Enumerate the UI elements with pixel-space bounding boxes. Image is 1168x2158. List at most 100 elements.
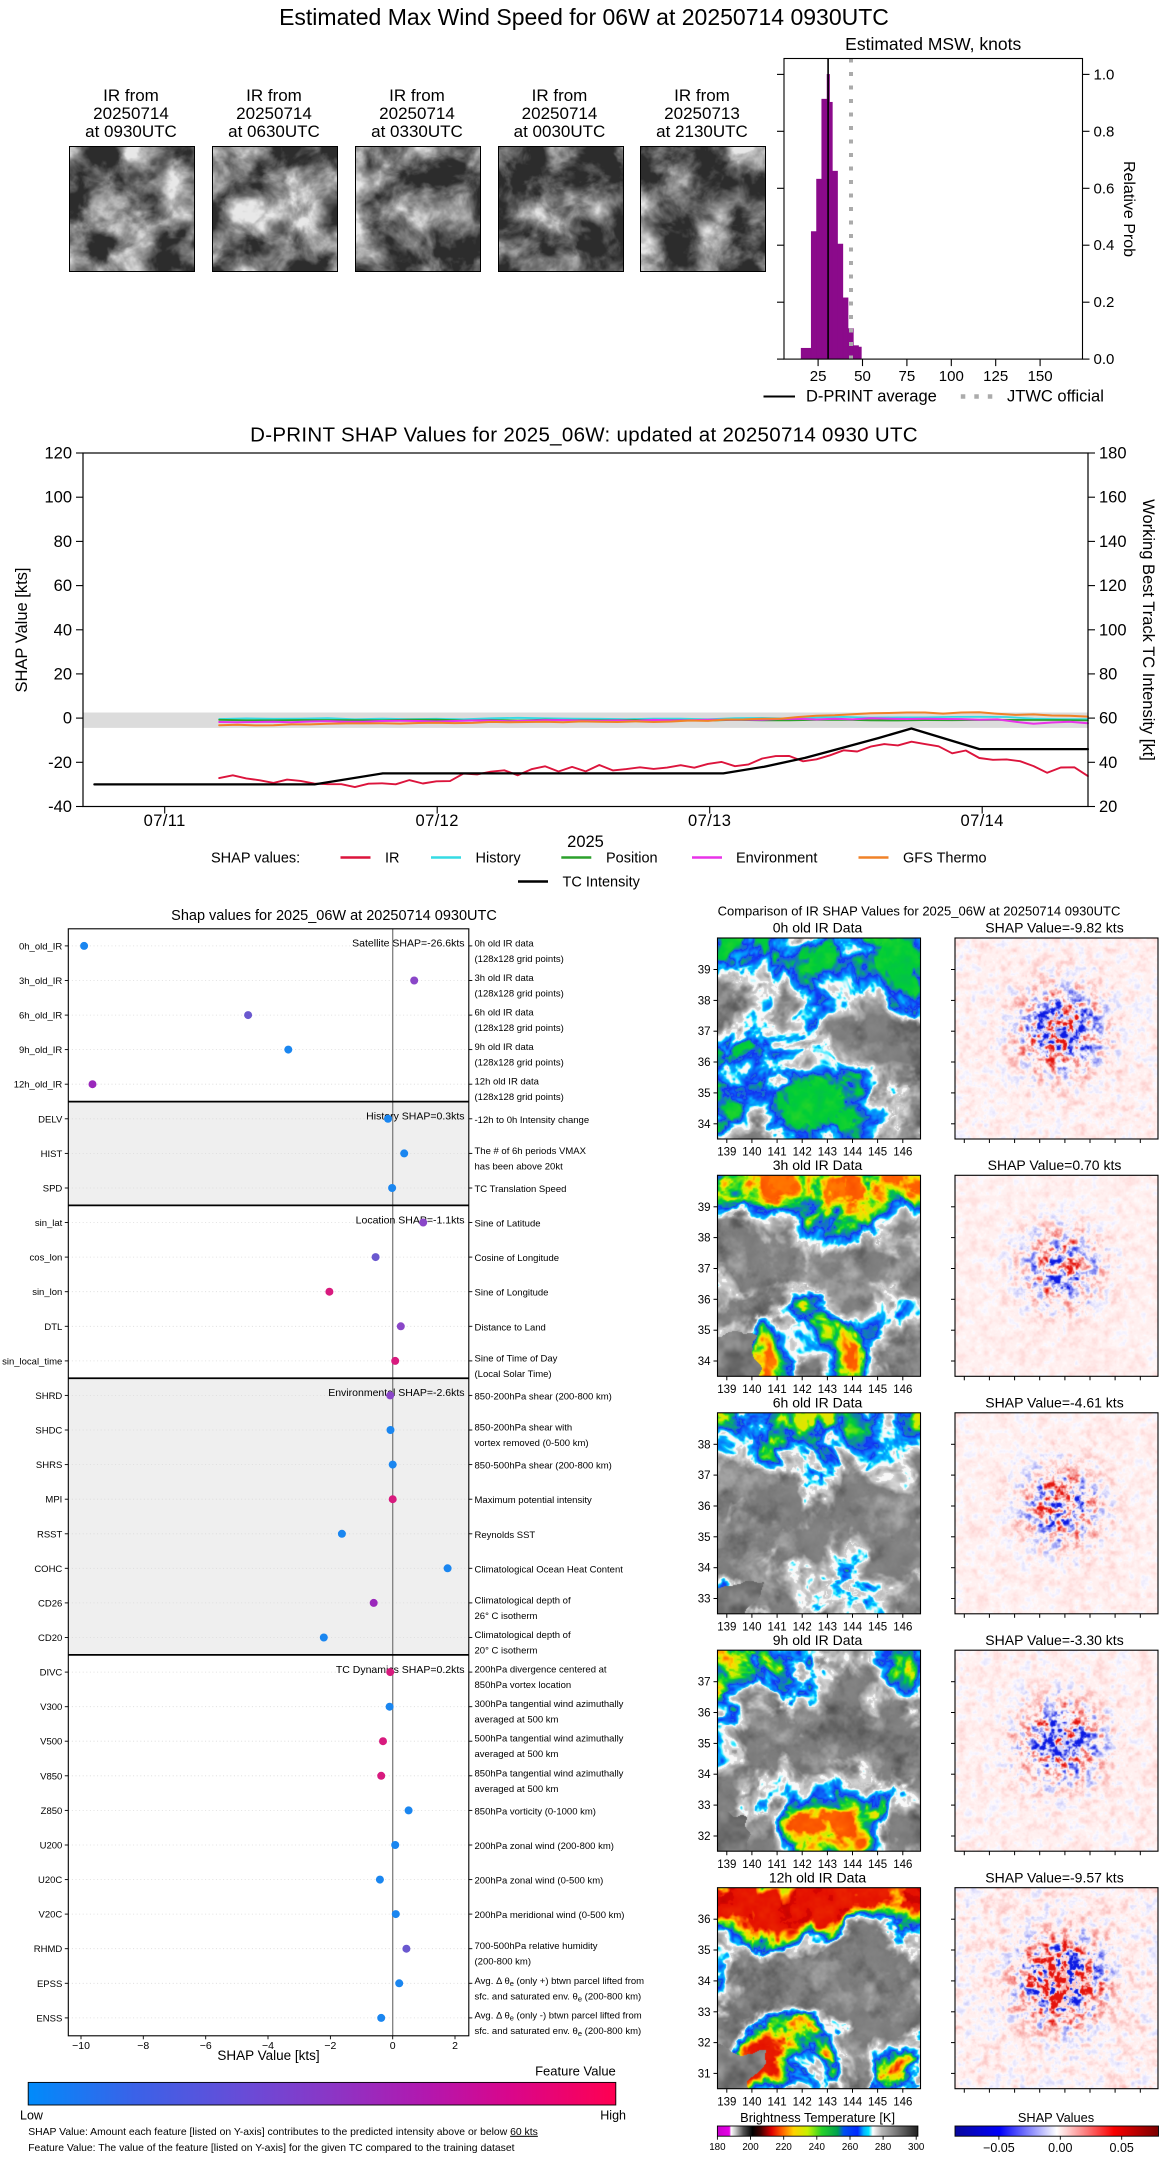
svg-text:33: 33 xyxy=(698,2007,711,2019)
svg-text:300hPa tangential wind azimuth: 300hPa tangential wind azimuthally xyxy=(475,1699,624,1710)
svg-text:2: 2 xyxy=(452,2040,458,2052)
svg-text:20: 20 xyxy=(54,665,72,683)
svg-text:Sine of Latitude: Sine of Latitude xyxy=(475,1219,541,1230)
svg-text:SHRS: SHRS xyxy=(36,1460,62,1471)
svg-text:240: 240 xyxy=(809,2142,826,2153)
svg-text:6h_old_IR: 6h_old_IR xyxy=(19,1011,62,1022)
svg-text:142: 142 xyxy=(793,2096,812,2108)
svg-text:143: 143 xyxy=(818,1147,837,1159)
svg-text:120: 120 xyxy=(1099,577,1127,595)
svg-text:145: 145 xyxy=(868,1384,887,1396)
svg-text:850hPa tangential wind azimuth: 850hPa tangential wind azimuthally xyxy=(475,1768,624,1779)
svg-text:37: 37 xyxy=(698,1264,711,1276)
svg-text:34: 34 xyxy=(698,1356,711,1368)
svg-text:144: 144 xyxy=(843,1147,863,1159)
svg-text:COHC: COHC xyxy=(34,1564,62,1575)
svg-text:36: 36 xyxy=(698,1708,711,1720)
svg-text:0h_old_IR: 0h_old_IR xyxy=(19,941,62,952)
svg-text:Estimated MSW, knots: Estimated MSW, knots xyxy=(845,34,1021,54)
svg-text:(Local Solar Time): (Local Solar Time) xyxy=(475,1369,552,1380)
svg-text:0: 0 xyxy=(390,2040,396,2052)
svg-text:144: 144 xyxy=(843,1621,863,1633)
svg-text:TC Dynamics SHAP=0.2kts: TC Dynamics SHAP=0.2kts xyxy=(336,1664,465,1676)
svg-text:12h old IR Data: 12h old IR Data xyxy=(769,1869,866,1885)
svg-text:DTL: DTL xyxy=(44,1322,62,1333)
svg-text:31: 31 xyxy=(698,2068,711,2080)
svg-text:75: 75 xyxy=(899,368,916,385)
svg-text:(200-800 km): (200-800 km) xyxy=(475,1957,532,1968)
svg-text:D-PRINT SHAP Values for 2025_0: D-PRINT SHAP Values for 2025_06W: update… xyxy=(250,424,918,447)
svg-text:Feature Value: The value of th: Feature Value: The value of the feature … xyxy=(28,2143,514,2154)
svg-text:Relative Prob: Relative Prob xyxy=(1120,161,1137,257)
svg-text:200hPa zonal wind (200-800 km): 200hPa zonal wind (200-800 km) xyxy=(475,1841,614,1852)
svg-text:SHAP Value=-9.82 kts: SHAP Value=-9.82 kts xyxy=(985,920,1123,936)
svg-text:260: 260 xyxy=(842,2142,859,2153)
svg-text:MPI: MPI xyxy=(45,1495,62,1506)
svg-text:36: 36 xyxy=(698,1914,711,1926)
svg-text:0h old IR data: 0h old IR data xyxy=(475,938,535,949)
svg-text:146: 146 xyxy=(893,1147,912,1159)
svg-text:38: 38 xyxy=(698,1233,711,1245)
svg-text:sfc. and saturated env. θe (20: sfc. and saturated env. θe (200-800 km) xyxy=(475,1991,642,2003)
svg-text:40: 40 xyxy=(54,621,72,639)
svg-text:141: 141 xyxy=(768,2096,787,2108)
svg-text:sfc. and saturated env. θe (20: sfc. and saturated env. θe (200-800 km) xyxy=(475,2026,642,2038)
svg-text:sin_lat: sin_lat xyxy=(35,1218,63,1229)
svg-text:26° C isotherm: 26° C isotherm xyxy=(475,1611,538,1622)
svg-text:39: 39 xyxy=(698,965,711,977)
svg-text:143: 143 xyxy=(818,2096,837,2108)
svg-text:100: 100 xyxy=(1099,621,1127,639)
svg-text:200: 200 xyxy=(742,2142,759,2153)
svg-text:140: 140 xyxy=(742,1384,761,1396)
svg-text:3h old IR data: 3h old IR data xyxy=(475,973,535,984)
svg-text:Sine of Time of Day: Sine of Time of Day xyxy=(475,1353,558,1364)
svg-text:100: 100 xyxy=(939,368,964,385)
svg-text:(128x128 grid points): (128x128 grid points) xyxy=(475,1023,564,1034)
svg-text:Avg. Δ θe (only +) btwn parcel: Avg. Δ θe (only +) btwn parcel lifted fr… xyxy=(475,1976,645,1988)
svg-text:Shap values for 2025_06W at 20: Shap values for 2025_06W at 20250714 093… xyxy=(171,908,497,924)
svg-text:37: 37 xyxy=(698,1470,711,1482)
svg-text:9h_old_IR: 9h_old_IR xyxy=(19,1045,62,1056)
svg-text:GFS Thermo: GFS Thermo xyxy=(903,851,987,867)
svg-text:Avg. Δ θe (only -) btwn parcel: Avg. Δ θe (only -) btwn parcel lifted fr… xyxy=(475,2010,642,2022)
svg-text:SHAP Value=-3.30 kts: SHAP Value=-3.30 kts xyxy=(985,1632,1123,1648)
svg-text:−4: −4 xyxy=(262,2040,274,2052)
svg-text:Comparison of IR SHAP Values f: Comparison of IR SHAP Values for 2025_06… xyxy=(718,904,1121,919)
svg-text:140: 140 xyxy=(742,1147,761,1159)
svg-text:1.0: 1.0 xyxy=(1094,66,1115,83)
svg-text:36: 36 xyxy=(698,1501,711,1513)
svg-text:36: 36 xyxy=(698,1057,711,1069)
svg-text:−0.05: −0.05 xyxy=(983,2141,1015,2155)
svg-text:(128x128 grid points): (128x128 grid points) xyxy=(475,954,564,965)
svg-text:35: 35 xyxy=(698,1088,711,1100)
svg-text:3h_old_IR: 3h_old_IR xyxy=(19,976,62,987)
svg-text:12h_old_IR: 12h_old_IR xyxy=(14,1080,63,1091)
svg-text:SHAP Values: SHAP Values xyxy=(1018,2110,1094,2125)
svg-text:0.2: 0.2 xyxy=(1094,294,1115,311)
svg-text:averaged at 500 km: averaged at 500 km xyxy=(475,1715,559,1726)
svg-text:700-500hPa relative humidity: 700-500hPa relative humidity xyxy=(475,1941,598,1952)
svg-text:850-200hPa shear with: 850-200hPa shear with xyxy=(475,1423,573,1434)
svg-text:(128x128 grid points): (128x128 grid points) xyxy=(475,989,564,1000)
svg-text:TC Intensity: TC Intensity xyxy=(563,875,641,891)
svg-text:07/14: 07/14 xyxy=(961,812,1004,830)
svg-text:Reynolds SST: Reynolds SST xyxy=(475,1530,536,1541)
svg-text:CD26: CD26 xyxy=(38,1598,62,1609)
svg-text:Maximum potential intensity: Maximum potential intensity xyxy=(475,1495,592,1506)
svg-text:RSST: RSST xyxy=(37,1529,63,1540)
svg-text:sin_lon: sin_lon xyxy=(32,1287,62,1298)
svg-text:300: 300 xyxy=(908,2142,925,2153)
svg-text:146: 146 xyxy=(893,1621,912,1633)
svg-text:0.4: 0.4 xyxy=(1094,237,1115,254)
svg-text:38: 38 xyxy=(698,1439,711,1451)
svg-text:-20: -20 xyxy=(48,754,72,772)
svg-text:139: 139 xyxy=(717,1859,736,1871)
svg-text:35: 35 xyxy=(698,1325,711,1337)
svg-text:Environmental SHAP=-2.6kts: Environmental SHAP=-2.6kts xyxy=(328,1387,464,1399)
svg-text:High: High xyxy=(600,2109,626,2123)
svg-text:V300: V300 xyxy=(40,1702,62,1713)
svg-text:37: 37 xyxy=(698,1026,711,1038)
svg-text:100: 100 xyxy=(44,489,72,507)
svg-text:145: 145 xyxy=(868,1147,887,1159)
svg-text:37: 37 xyxy=(698,1677,711,1689)
